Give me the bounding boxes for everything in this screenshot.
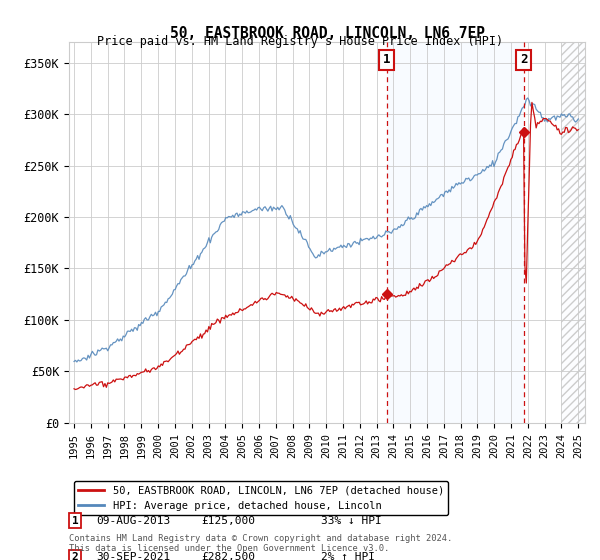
Text: 2: 2: [71, 552, 79, 560]
Text: Contains HM Land Registry data © Crown copyright and database right 2024.
This d: Contains HM Land Registry data © Crown c…: [69, 534, 452, 553]
Text: £282,500: £282,500: [201, 552, 255, 560]
Text: 1: 1: [383, 53, 391, 67]
Text: £125,000: £125,000: [201, 516, 255, 526]
Title: 50, EASTBROOK ROAD, LINCOLN, LN6 7EP: 50, EASTBROOK ROAD, LINCOLN, LN6 7EP: [170, 26, 485, 41]
Legend: 50, EASTBROOK ROAD, LINCOLN, LN6 7EP (detached house), HPI: Average price, detac: 50, EASTBROOK ROAD, LINCOLN, LN6 7EP (de…: [74, 482, 448, 515]
Text: Price paid vs. HM Land Registry's House Price Index (HPI): Price paid vs. HM Land Registry's House …: [97, 35, 503, 48]
Text: 1: 1: [71, 516, 79, 526]
Text: 2: 2: [520, 53, 527, 67]
Bar: [386, 42, 524, 423]
Text: 30-SEP-2021: 30-SEP-2021: [96, 552, 170, 560]
Bar: [562, 42, 585, 423]
Bar: [562, 42, 585, 423]
Text: 33% ↓ HPI: 33% ↓ HPI: [321, 516, 382, 526]
Text: 2% ↑ HPI: 2% ↑ HPI: [321, 552, 375, 560]
Text: 09-AUG-2013: 09-AUG-2013: [96, 516, 170, 526]
